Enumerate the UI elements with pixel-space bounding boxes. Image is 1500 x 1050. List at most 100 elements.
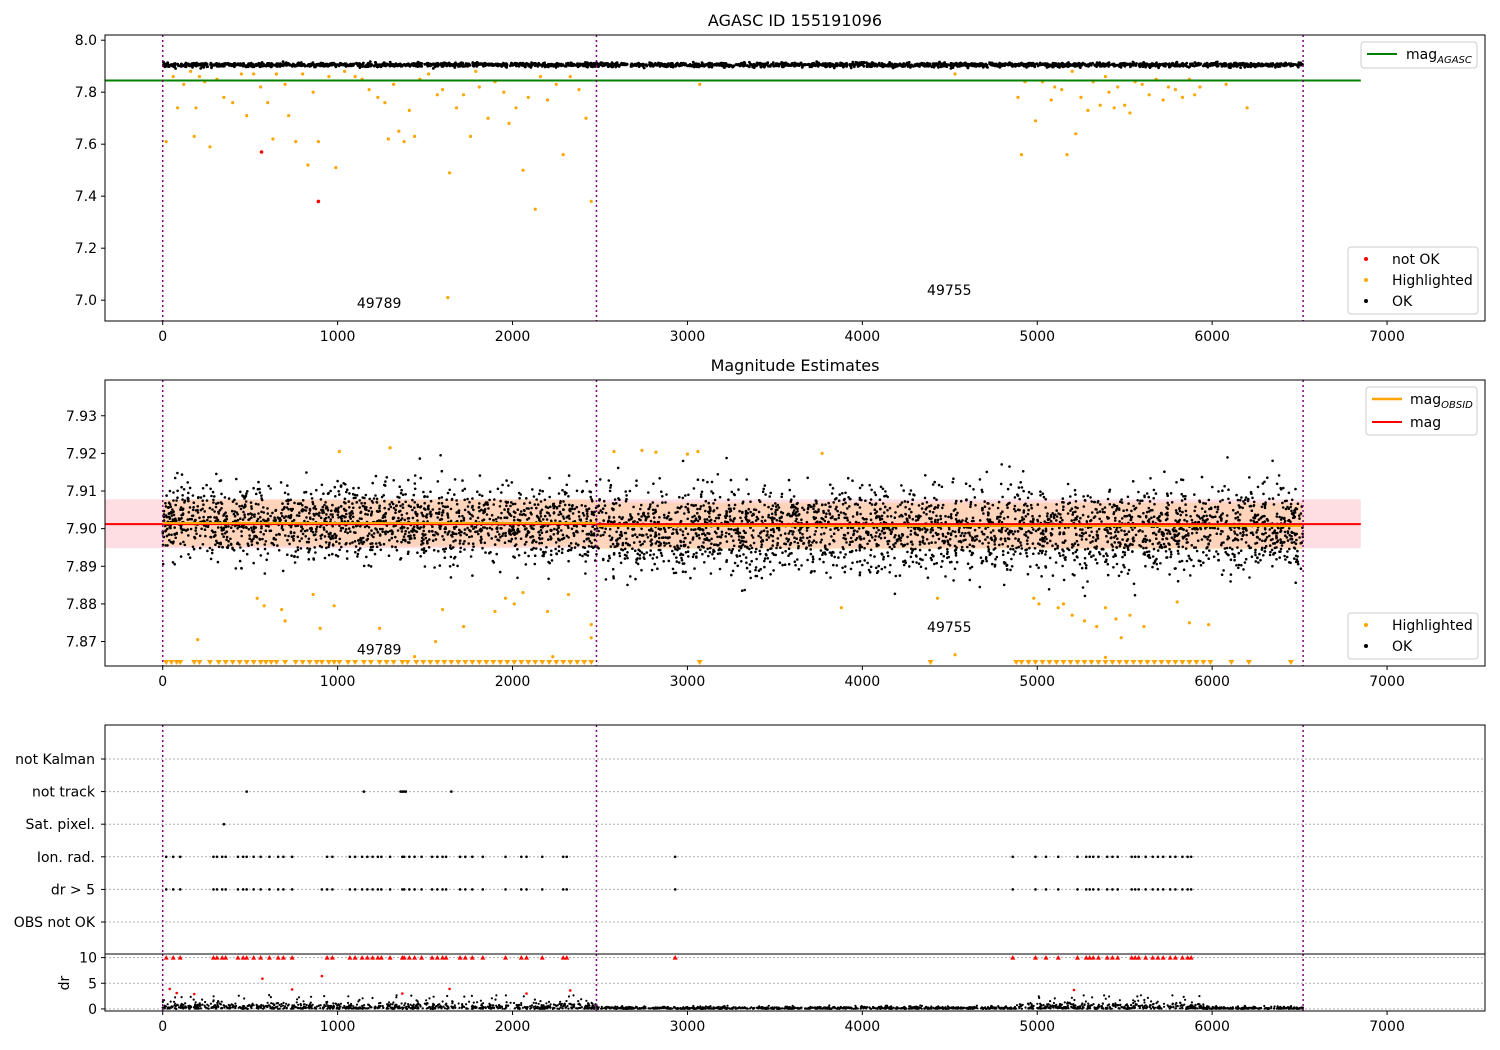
middle-ok-point [293,555,296,558]
middle-ok-point [590,541,593,545]
middle-ok-point [293,531,296,534]
middle-ok-point [209,515,212,519]
middle-ok-point [365,508,368,512]
middle-ok-point [311,500,315,504]
top-highlighted-point [474,69,478,73]
middle-ok-point [391,516,395,519]
middle-ok-point [191,508,195,512]
top-ok-point [333,62,337,66]
middle-ok-point [954,502,957,505]
middle-ok-point [505,479,508,482]
middle-ok-point [511,528,514,532]
middle-ok-point [297,514,301,517]
top-highlighted-point [1086,108,1090,112]
middle-ok-point [213,530,217,534]
middle-ok-point [944,535,948,539]
top-ok-point [841,64,845,68]
top-ok-point [1007,62,1011,66]
top-ok-point [749,63,752,67]
middle-ok-point [525,497,528,500]
middle-ok-point [567,474,571,477]
top-ok-point [500,65,503,68]
middle-ok-point [492,561,496,564]
middle-ok-point [525,518,529,521]
top-ok-point [567,64,571,67]
top-highlighted-point [1173,88,1178,92]
middle-ok-point [767,513,770,517]
middle-ok-point [581,511,585,515]
top-ok-point [1181,61,1184,65]
middle-ok-point [359,510,363,514]
middle-ok-point [220,528,224,531]
middle-ok-point [186,481,189,484]
middle-ok-point [601,507,605,511]
top-ok-point [405,62,409,66]
middle-ok-point [390,545,394,548]
middle-ok-point [183,543,187,547]
middle-ok-point [365,555,368,559]
middle-ok-point [300,525,304,529]
middle-ok-point [210,551,214,555]
middle-ok-point [340,517,343,520]
middle-ok-point [218,508,222,512]
top-ok-point [295,64,299,67]
top-ok-point [923,63,926,67]
top-highlighted-point [1065,153,1069,157]
top-ok-point [204,61,208,65]
middle-ok-point [351,512,355,515]
top-ok-point [334,65,338,69]
middle-ok-point [978,585,982,589]
middle-ok-point [427,546,431,549]
middle-ok-point [172,513,176,517]
top-ok-point [890,65,893,68]
middle-ok-point [1040,575,1043,578]
middle-ok-point [192,506,195,509]
middle-ok-point [499,526,503,530]
top-ytick-label: 7.8 [75,85,97,101]
middle-ok-point [568,544,571,548]
middle-ok-point [259,530,263,534]
middle-ok-point [238,559,242,563]
middle-ok-point [1289,502,1293,506]
top-ok-point [1218,62,1222,66]
middle-ok-point [396,529,400,532]
top-highlighted-point [294,140,298,144]
middle-ok-point [304,490,308,494]
middle-ok-point [196,496,200,500]
middle-ok-point [198,516,201,520]
top-highlighted-point [271,137,275,141]
middle-ok-point [275,533,278,537]
top-highlighted-point [526,95,530,99]
top-ok-point [838,63,842,67]
top-highlighted-point [283,82,287,86]
middle-ok-point [283,505,286,509]
middle-ok-point [561,533,565,537]
top-ok-point [1175,61,1178,65]
middle-ok-point [314,530,318,533]
middle-ok-point [281,502,284,505]
middle-ok-point [357,539,360,542]
middle-ok-point [216,526,220,529]
middle-ok-point [769,573,772,576]
middle-ok-point [1074,500,1078,503]
top-ok-point [318,64,322,68]
middle-ok-point [530,513,533,516]
top-ok-point [275,65,279,68]
middle-ok-point [514,511,517,515]
middle-ok-point [538,492,541,496]
middle-ok-point [1046,512,1049,515]
legend-not-ok-label: not OK [1392,252,1440,268]
middle-ok-point [454,539,457,542]
top-ok-point [1246,62,1249,66]
top-highlighted-point [1019,153,1024,157]
middle-ok-point [205,483,208,487]
top-ok-point [164,64,168,68]
middle-ok-point [567,536,570,539]
top-ok-point [890,62,894,66]
middle-ok-point [991,562,994,566]
middle-ok-point [358,499,362,502]
middle-ok-point [468,500,471,504]
top-ok-point [1222,62,1226,66]
middle-ok-point [766,530,769,533]
middle-ok-point [571,504,574,507]
